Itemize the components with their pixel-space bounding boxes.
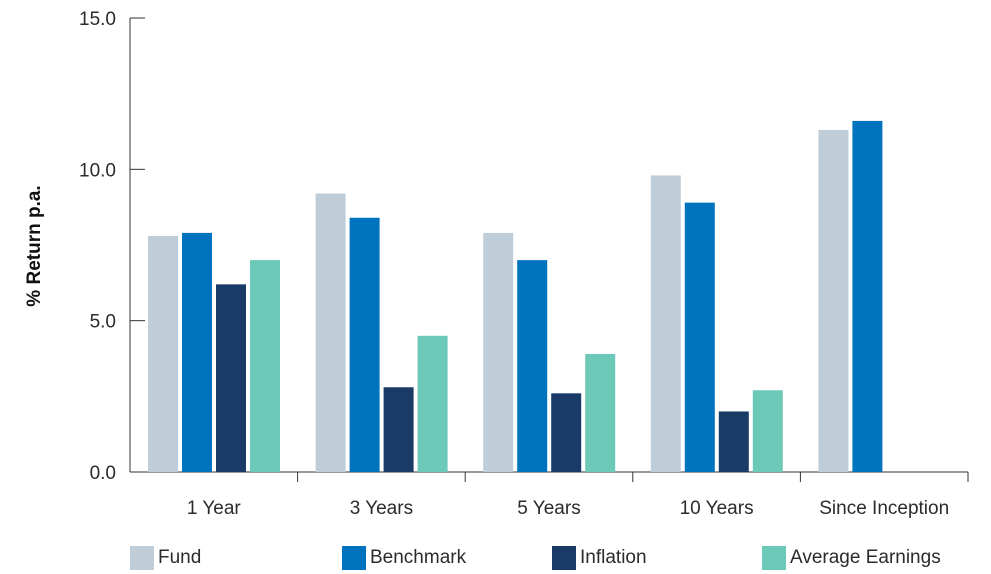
y-tick-labels: 0.0 5.0 10.0 15.0 <box>79 9 116 484</box>
bar-fund-since-inception <box>818 129 849 472</box>
bar-inflation-5-years <box>551 393 582 472</box>
y-tick-label: 5.0 <box>90 312 116 333</box>
bar-benchmark-5-years <box>517 260 548 472</box>
x-category-label: 1 Year <box>187 498 242 519</box>
x-category-label: 10 Years <box>680 498 754 519</box>
x-category-label: 3 Years <box>350 498 413 519</box>
y-tick-label: 0.0 <box>90 463 116 484</box>
y-axis-label: % Return p.a. <box>24 185 45 306</box>
legend-swatch <box>762 546 786 570</box>
legend-swatch <box>130 546 154 570</box>
legend-swatch <box>552 546 576 570</box>
bar-inflation-1-year <box>216 284 246 472</box>
bar-average-earnings-3-years <box>417 335 448 472</box>
y-tick-label: 10.0 <box>79 160 116 181</box>
bar-benchmark-1-year <box>182 232 212 472</box>
bar-benchmark-3-years <box>349 217 380 472</box>
bar-fund-5-years <box>483 232 514 472</box>
legend-item-benchmark: Benchmark <box>342 545 466 571</box>
legend-label: Fund <box>158 547 202 568</box>
bar-fund-10-years <box>650 175 681 473</box>
bar-average-earnings-10-years <box>752 390 783 472</box>
y-tick-label: 15.0 <box>79 9 116 30</box>
legend-item-inflation: Inflation <box>552 545 647 571</box>
x-category-labels: 1 Year 3 Years 5 Years 10 Years Since Incept… <box>187 498 949 519</box>
legend-item-fund: Fund <box>130 545 201 571</box>
bar-average-earnings-1-year <box>250 260 280 472</box>
bar-average-earnings-5-years <box>585 353 616 472</box>
legend-label: Average Earnings <box>790 547 941 568</box>
bars <box>148 120 883 473</box>
bar-fund-3-years <box>315 193 346 472</box>
bar-benchmark-since-inception <box>852 120 883 472</box>
bar-inflation-10-years <box>718 411 749 472</box>
legend-label: Benchmark <box>370 547 467 568</box>
legend-item-average-earnings: Average Earnings <box>762 545 941 571</box>
x-category-label: 5 Years <box>517 498 580 519</box>
legend-label: Inflation <box>580 547 647 568</box>
legend-swatch <box>342 546 366 570</box>
legend: Fund Benchmark Inflation Average Earnings <box>130 545 975 571</box>
bar-benchmark-10-years <box>684 202 715 473</box>
x-category-label: Since Inception <box>819 498 949 519</box>
bar-inflation-3-years <box>383 387 414 472</box>
bar-fund-1-year <box>148 235 178 472</box>
